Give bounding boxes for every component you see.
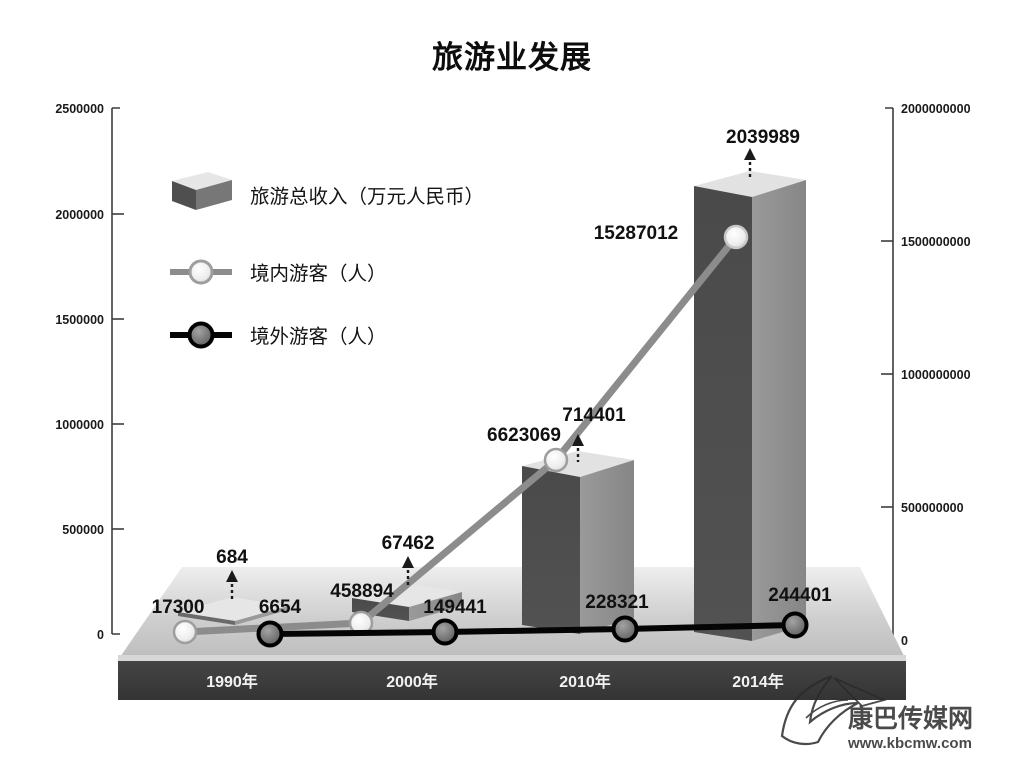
data-label-revenue-2000: 67462 [382, 533, 435, 554]
data-point-overseas-2014[interactable] [781, 611, 809, 639]
data-label-domestic-2014: 15287012 [594, 223, 679, 244]
data-label-revenue-2010: 714401 [562, 405, 626, 426]
right-axis-tick-2000000000: 2000000000 [901, 102, 971, 116]
right-axis-tick-1000000000: 1000000000 [901, 368, 971, 382]
right-axis-tick-0: 0 [901, 634, 908, 648]
bar-2010[interactable] [522, 451, 634, 634]
data-point-overseas-1990[interactable] [256, 620, 284, 648]
data-point-overseas-2000[interactable] [431, 618, 459, 646]
legend-label-domestic: 境内游客（人） [250, 263, 387, 285]
data-labels-revenue: 684 67462 714401 2039989 [216, 127, 800, 568]
left-axis-tick-2000000: 2000000 [55, 208, 104, 222]
watermark-url: www.kbcmw.com [847, 735, 972, 752]
data-label-domestic-1990: 17300 [152, 597, 205, 618]
watermark-brand: 康巴传媒网 [848, 704, 973, 733]
left-axis-tick-1000000: 1000000 [55, 418, 104, 432]
data-label-overseas-2010: 228321 [585, 592, 649, 613]
data-point-domestic-1990[interactable] [172, 619, 198, 645]
bar-3d-swatch-icon [172, 172, 232, 210]
category-axis-labels: 1990年 2000年 2010年 2014年 [206, 672, 784, 691]
data-labels-overseas: 6654 149441 228321 244401 [259, 585, 832, 618]
left-axis-tick-2500000: 2500000 [55, 102, 104, 116]
data-point-domestic-2014[interactable] [723, 224, 749, 250]
legend-label-overseas: 境外游客（人） [250, 326, 387, 348]
chart-title: 旅游业发展 [432, 40, 592, 75]
data-label-revenue-1990: 684 [216, 547, 248, 568]
watermark: 康巴传媒网 www.kbcmw.com [780, 674, 973, 752]
data-label-overseas-2000: 149441 [423, 597, 487, 618]
data-label-overseas-2014: 244401 [768, 585, 832, 606]
category-label-2000: 2000年 [386, 672, 438, 691]
callout-arrow-1990 [226, 570, 238, 600]
data-label-domestic-2010: 6623069 [487, 425, 561, 446]
left-axis: 2500000 2000000 1500000 1000000 500000 0 [55, 102, 124, 642]
series-line-overseas[interactable] [256, 611, 809, 648]
line-light-circle-icon [170, 259, 232, 285]
left-axis-tick-0: 0 [97, 628, 104, 642]
left-axis-tick-500000: 500000 [62, 523, 104, 537]
category-label-1990: 1990年 [206, 672, 258, 691]
data-label-domestic-2000: 458894 [330, 581, 394, 602]
right-axis: 2000000000 1500000000 1000000000 5000000… [881, 102, 971, 648]
watermark-logo-icon [780, 674, 887, 746]
right-axis-tick-1500000000: 1500000000 [901, 235, 971, 249]
bar-1990[interactable] [178, 597, 288, 625]
data-label-revenue-2014: 2039989 [726, 127, 800, 148]
data-label-overseas-1990: 6654 [259, 597, 302, 618]
data-point-overseas-2010[interactable] [611, 615, 639, 643]
legend-item-overseas[interactable]: 境外游客（人） [170, 321, 387, 349]
category-label-2010: 2010年 [559, 672, 611, 691]
chart-legend: 旅游总收入（万元人民币） 境内游客（人） 境外游客（人） [170, 172, 484, 349]
bar-2014[interactable] [694, 171, 806, 641]
line-dark-circle-icon [170, 321, 232, 349]
legend-item-domestic[interactable]: 境内游客（人） [170, 259, 387, 285]
data-labels-domestic: 17300 458894 6623069 15287012 [152, 223, 679, 618]
legend-label-revenue: 旅游总收入（万元人民币） [250, 186, 484, 208]
data-point-domestic-2010[interactable] [543, 447, 569, 473]
right-axis-tick-500000000: 500000000 [901, 501, 964, 515]
left-axis-tick-1500000: 1500000 [55, 313, 104, 327]
bar-callout-arrows [226, 148, 756, 600]
category-label-2014: 2014年 [732, 672, 784, 691]
legend-item-revenue[interactable]: 旅游总收入（万元人民币） [172, 172, 484, 210]
callout-arrow-2010 [572, 434, 584, 462]
callout-arrow-2000 [402, 556, 414, 586]
callout-arrow-2014 [744, 148, 756, 178]
